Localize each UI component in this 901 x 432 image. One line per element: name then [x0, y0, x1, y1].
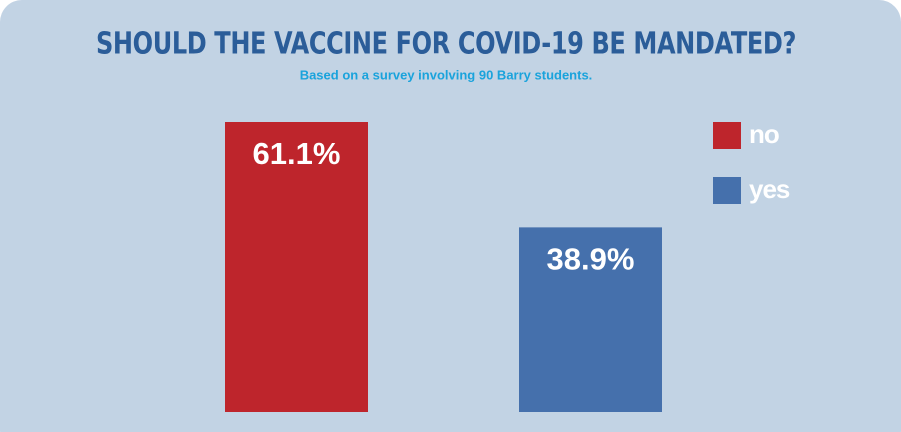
legend-swatch	[713, 177, 741, 204]
value-label: 38.9%	[547, 242, 635, 277]
bar	[519, 227, 662, 412]
legend-label: no	[749, 119, 779, 149]
chart-title: SHOULD THE VACCINE FOR COVID-19 BE MANDA…	[96, 27, 796, 62]
legend-swatch	[713, 122, 741, 149]
bar	[225, 122, 368, 412]
legend-label: yes	[749, 174, 790, 204]
value-label: 61.1%	[253, 136, 341, 171]
chart-subtitle: Based on a survey involving 90 Barry stu…	[300, 67, 593, 82]
